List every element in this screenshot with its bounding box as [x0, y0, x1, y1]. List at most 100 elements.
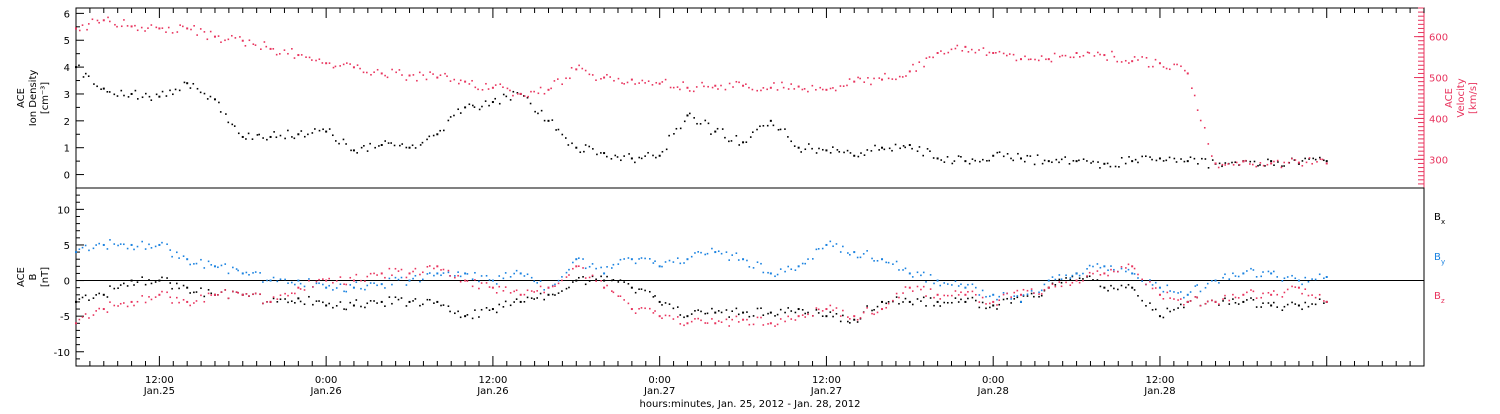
ion-density-series-scatter-point: [331, 134, 334, 137]
bz-series-scatter-point: [925, 295, 927, 297]
bz-series-point: [297, 286, 300, 289]
bx-series-scatter-point: [985, 307, 987, 310]
ion-density-series-scatter-point: [245, 138, 247, 140]
ion-density-series-point: [908, 144, 911, 147]
ion-density-series-scatter-point: [614, 154, 617, 157]
velocity-series-scatter-point: [940, 50, 942, 52]
ion-density-series-scatter-point: [116, 95, 119, 97]
bx-series-scatter-point: [154, 281, 157, 283]
bz-series-scatter-point: [343, 283, 345, 285]
velocity-series-scatter-point: [199, 28, 202, 30]
bz-series-scatter-point: [315, 280, 318, 283]
bz-series-scatter-point: [916, 285, 919, 288]
by-series-scatter-point: [397, 278, 400, 281]
by-series-scatter-point: [335, 287, 338, 289]
velocity-series-scatter-point: [950, 48, 953, 51]
by-series-point: [186, 258, 189, 261]
velocity-series-point: [158, 27, 161, 30]
by-series-scatter-point: [245, 271, 248, 274]
ion-density-series-scatter-point: [494, 97, 497, 100]
time-axis: 12:00Jan.250:00Jan.2612:00Jan.260:00Jan.…: [75, 8, 1425, 397]
by-series-scatter-point: [428, 272, 431, 274]
bz-series-scatter-point: [480, 282, 483, 284]
ion-density-series-scatter-point: [628, 153, 630, 155]
velocity-series-scatter-point: [1235, 161, 1238, 164]
bx-series-scatter-point: [1069, 279, 1072, 281]
velocity-series-scatter-point: [1283, 161, 1286, 164]
by-series-scatter-point: [1030, 290, 1033, 292]
velocity-series-point: [1158, 62, 1161, 65]
ion-density-series-scatter-point: [113, 93, 116, 96]
velocity-series-scatter-point: [339, 65, 341, 67]
by-series-scatter-point: [933, 282, 935, 285]
velocity-series-scatter-point: [384, 74, 386, 77]
bz-series-scatter-point: [1199, 304, 1202, 307]
bx-series-scatter-point: [711, 307, 713, 310]
bx-series-scatter-point: [951, 301, 953, 304]
by-series-scatter-point: [767, 271, 769, 274]
bx-series-scatter-point: [1022, 295, 1025, 297]
bz-series-scatter-point: [332, 281, 334, 284]
by-series-scatter-point: [1194, 285, 1197, 287]
ion-density-series-scatter-point: [287, 129, 289, 132]
by-series-scatter-point: [578, 257, 580, 259]
time-tick-date: Jan.27: [643, 386, 675, 397]
by-series-scatter-point: [422, 278, 424, 281]
velocity-series-point: [1019, 58, 1022, 61]
velocity-series-scatter-point: [793, 88, 796, 90]
ion-density-series-scatter-point: [652, 154, 654, 157]
ion-density-series-scatter-point: [1010, 157, 1012, 160]
bz-series-scatter-point: [1283, 291, 1286, 294]
velocity-series-scatter-point: [606, 73, 608, 76]
density-axis-label-line-3: [cm⁻³]: [40, 82, 51, 114]
ion-density-series-scatter-point: [449, 116, 452, 118]
velocity-series-scatter-point: [1276, 159, 1279, 162]
bz-series-scatter-point: [1281, 296, 1284, 298]
bz-series-scatter-point: [807, 313, 809, 316]
bx-series-scatter-point: [171, 287, 173, 290]
by-series-point: [1270, 272, 1273, 275]
velocity-series-scatter-point: [1053, 52, 1056, 55]
velocity-series-point: [936, 52, 939, 54]
velocity-series-scatter-point: [1199, 119, 1202, 122]
ion-density-series-point: [491, 101, 494, 104]
velocity-series-scatter-point: [87, 23, 90, 25]
by-series-scatter-point: [690, 255, 693, 258]
ion-density-series-scatter-point: [710, 133, 712, 135]
by-series-scatter-point: [1199, 290, 1202, 293]
by-series-scatter-point: [817, 248, 820, 250]
ion-density-series-point: [1047, 160, 1050, 163]
velocity-series-point: [1103, 54, 1106, 57]
by-series-scatter-point: [109, 239, 111, 241]
bx-series-scatter-point: [1058, 278, 1061, 281]
bz-series-scatter-point: [433, 267, 435, 270]
bz-series-scatter-point: [193, 302, 195, 304]
velocity-series-scatter-point: [239, 36, 241, 38]
by-series-point: [241, 272, 244, 275]
ion-density-series-scatter-point: [266, 138, 268, 141]
bx-series-scatter-point: [1228, 303, 1231, 305]
velocity-series-scatter-point: [459, 79, 462, 82]
bz-series-point: [352, 279, 355, 282]
ion-density-series-scatter-point: [227, 121, 230, 124]
velocity-series-scatter-point: [1176, 63, 1178, 66]
field-tick-label: 0: [64, 277, 70, 288]
ion-density-series-scatter-point: [815, 152, 818, 154]
by-series-scatter-point: [895, 260, 898, 263]
velocity-series-point: [1047, 58, 1050, 61]
bz-series-scatter-point: [892, 299, 894, 302]
ion-density-series-scatter-point: [565, 137, 567, 139]
ion-density-series-point: [547, 119, 550, 122]
ion-density-series-scatter-point: [1314, 158, 1317, 161]
bx-series-scatter-point: [644, 289, 646, 292]
by-series-scatter-point: [676, 257, 679, 259]
ion-density-series-scatter-point: [874, 144, 876, 147]
by-series-scatter-point: [1016, 295, 1019, 297]
ion-density-series-scatter-point: [883, 148, 886, 151]
bz-series-scatter-point: [106, 311, 109, 313]
by-series-scatter-point: [440, 274, 442, 277]
velocity-series-scatter-point: [1221, 163, 1224, 166]
velocity-series-scatter-point: [561, 83, 563, 86]
bx-series-scatter-point: [1262, 302, 1264, 304]
velocity-series-scatter-point: [591, 74, 594, 76]
